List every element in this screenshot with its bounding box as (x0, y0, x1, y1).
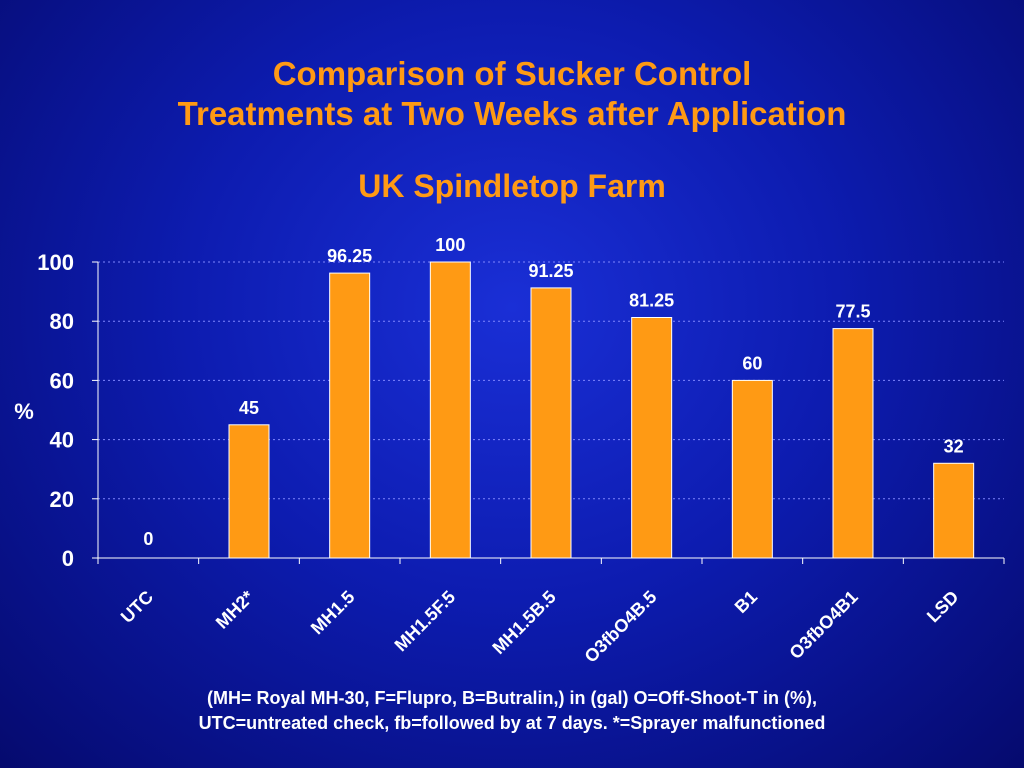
y-tick-label-60: 60 (50, 368, 74, 393)
bar-8 (933, 462, 975, 559)
data-label-0: 0 (143, 529, 153, 549)
x-tick-label-4: MH1.5B.5 (488, 587, 559, 658)
y-axis-label: % (14, 399, 34, 424)
y-tick-label-40: 40 (50, 428, 74, 453)
y-tick-label-80: 80 (50, 309, 74, 334)
x-tick-label-3: MH1.5F.5 (391, 587, 460, 656)
data-label-2: 96.25 (327, 246, 372, 266)
data-label-8: 32 (944, 436, 964, 456)
x-tick-label-1: MH2* (212, 587, 258, 633)
x-tick-label-8: LSD (923, 587, 963, 627)
bar-1 (228, 424, 270, 559)
x-tick-label-7: O3fbO4B1 (785, 587, 861, 663)
bar-chart: 0 20 40 60 80 100% 0 UTC 45 MH2* 96.25 MH1.5 100 MH1.… (14, 235, 1004, 667)
data-label-7: 77.5 (835, 302, 870, 322)
x-tick-label-6: B1 (731, 587, 761, 617)
x-tick-label-2: MH1.5 (307, 587, 359, 639)
data-label-6: 60 (742, 353, 762, 373)
y-tick-label-0: 0 (62, 546, 74, 571)
data-label-1: 45 (239, 398, 259, 418)
data-label-3: 100 (435, 235, 465, 255)
chart-title-line-1: Comparison of Sucker Control (272, 55, 752, 92)
bar-5 (631, 317, 673, 559)
y-tick-label-100: 100 (37, 250, 74, 275)
chart-subtitle: UK Spindletop Farm (358, 168, 666, 204)
data-label-4: 91.25 (528, 261, 573, 281)
x-tick-label-5: O3fbO4B.5 (581, 587, 661, 667)
x-tick-label-0: UTC (117, 587, 157, 627)
chart-title: Comparison of Sucker Control Treatments … (0, 54, 1024, 134)
bar-3 (429, 261, 471, 559)
bar-7 (832, 328, 874, 559)
footnote-line-1: (MH= Royal MH-30, F=Flupro, B=Butralin,)… (207, 688, 817, 708)
y-tick-label-20: 20 (50, 487, 74, 512)
footnote-line-2: UTC=untreated check, fb=followed by at 7… (198, 713, 826, 733)
data-label-5: 81.25 (629, 291, 674, 311)
bar-2 (329, 272, 371, 559)
bar-4 (530, 287, 572, 559)
chart-title-line-2: Treatments at Two Weeks after Applicatio… (177, 95, 847, 132)
bar-6 (731, 379, 773, 559)
footnote: (MH= Royal MH-30, F=Flupro, B=Butralin,)… (0, 686, 1024, 736)
